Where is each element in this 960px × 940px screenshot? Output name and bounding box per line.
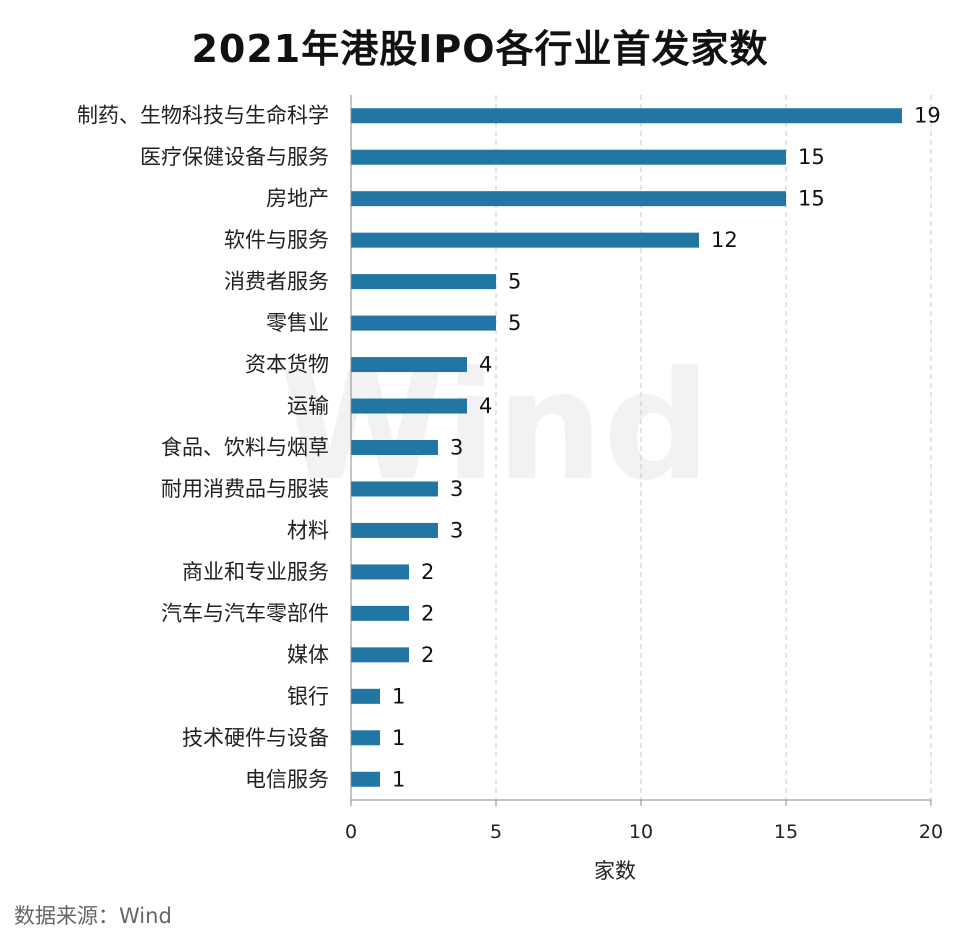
value-label: 3: [450, 477, 463, 501]
bar: [351, 688, 380, 704]
bar: [351, 232, 699, 248]
value-label: 3: [450, 436, 463, 460]
bar: [351, 564, 409, 580]
tick-label: 15: [774, 821, 798, 843]
source-note: 数据来源：Wind: [14, 904, 172, 928]
bar: [351, 647, 409, 663]
category-label: 资本货物: [245, 353, 329, 377]
category-label: 银行: [287, 684, 329, 708]
bar: [351, 605, 409, 621]
category-label: 制药、生物科技与生命科学: [77, 104, 329, 128]
bar: [351, 481, 438, 497]
category-label: 零售业: [266, 311, 329, 335]
bar: [351, 274, 496, 290]
category-label: 软件与服务: [224, 228, 329, 252]
category-label: 汽车与汽车零部件: [161, 601, 329, 625]
value-label: 2: [421, 601, 434, 625]
category-label: 食品、饮料与烟草: [161, 436, 329, 460]
grid-lines: [495, 95, 932, 800]
value-label: 2: [421, 643, 434, 667]
chart-title: 2021年港股IPO各行业首发家数: [191, 27, 769, 71]
category-label: 耐用消费品与服装: [161, 477, 329, 501]
category-label: 媒体: [287, 643, 329, 667]
tick-label: 10: [629, 821, 653, 843]
value-label: 4: [479, 394, 492, 418]
value-label: 15: [798, 145, 825, 169]
bar: [351, 357, 467, 373]
bar: [351, 315, 496, 331]
value-label: 15: [798, 187, 825, 211]
category-label: 材料: [287, 518, 329, 542]
value-label: 12: [711, 228, 738, 252]
watermark: Wind: [279, 340, 710, 514]
category-label: 运输: [287, 394, 329, 418]
tick-label: 5: [490, 821, 502, 843]
value-label: 5: [508, 311, 521, 335]
category-label: 医疗保健设备与服务: [140, 145, 329, 169]
category-label: 技术硬件与设备: [182, 726, 329, 750]
value-label: 2: [421, 560, 434, 584]
bar: [351, 771, 380, 787]
value-label: 1: [392, 726, 405, 750]
value-label: 1: [392, 684, 405, 708]
category-label: 商业和专业服务: [182, 560, 329, 584]
value-label: 3: [450, 518, 463, 542]
x-axis: 0 5 10 15 20: [345, 95, 943, 843]
bar: [351, 522, 438, 538]
category-label: 消费者服务: [224, 270, 329, 294]
tick-label: 0: [345, 821, 357, 843]
value-label: 1: [392, 767, 405, 791]
value-label: 5: [508, 270, 521, 294]
bar: [351, 440, 438, 455]
x-axis-title: 家数: [594, 859, 636, 883]
bar: [351, 398, 467, 414]
value-label: 4: [479, 353, 492, 377]
value-label: 19: [914, 104, 941, 128]
bar: [351, 191, 786, 207]
category-label: 电信服务: [245, 767, 329, 791]
category-label: 房地产: [266, 187, 329, 211]
bar: [351, 149, 786, 165]
bar: [351, 108, 902, 124]
bar: [351, 730, 380, 746]
tick-label: 20: [919, 821, 943, 843]
